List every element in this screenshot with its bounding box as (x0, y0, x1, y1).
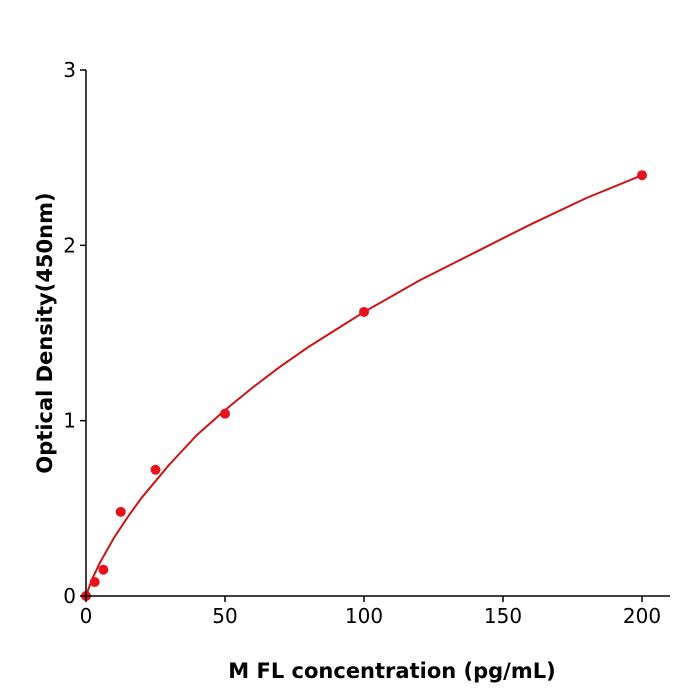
x-axis-title: M FL concentration (pg/mL) (228, 659, 555, 683)
data-point (637, 170, 647, 181)
fit-curve-line (85, 174, 643, 597)
x-tick-label: 150 (484, 604, 522, 628)
y-axis-ticks: 0 1 2 3 (63, 58, 86, 608)
x-tick-label: 200 (623, 604, 661, 628)
x-tick-label: 50 (212, 604, 237, 628)
data-point (89, 576, 100, 587)
data-point (98, 564, 109, 575)
y-tick-label: 3 (63, 58, 76, 82)
data-point (115, 506, 126, 517)
data-point (220, 408, 230, 419)
x-axis-ticks: 0 50 100 150 200 (80, 596, 661, 628)
plot-area (81, 170, 647, 601)
y-tick-label: 1 (63, 409, 76, 433)
y-axis-title: Optical Density(450nm) (33, 192, 57, 473)
x-tick-label: 100 (345, 604, 383, 628)
data-point (359, 306, 369, 317)
x-tick-label: 0 (80, 604, 93, 628)
y-tick-label: 0 (63, 584, 76, 608)
data-point (150, 464, 161, 475)
y-tick-label: 2 (63, 233, 76, 257)
